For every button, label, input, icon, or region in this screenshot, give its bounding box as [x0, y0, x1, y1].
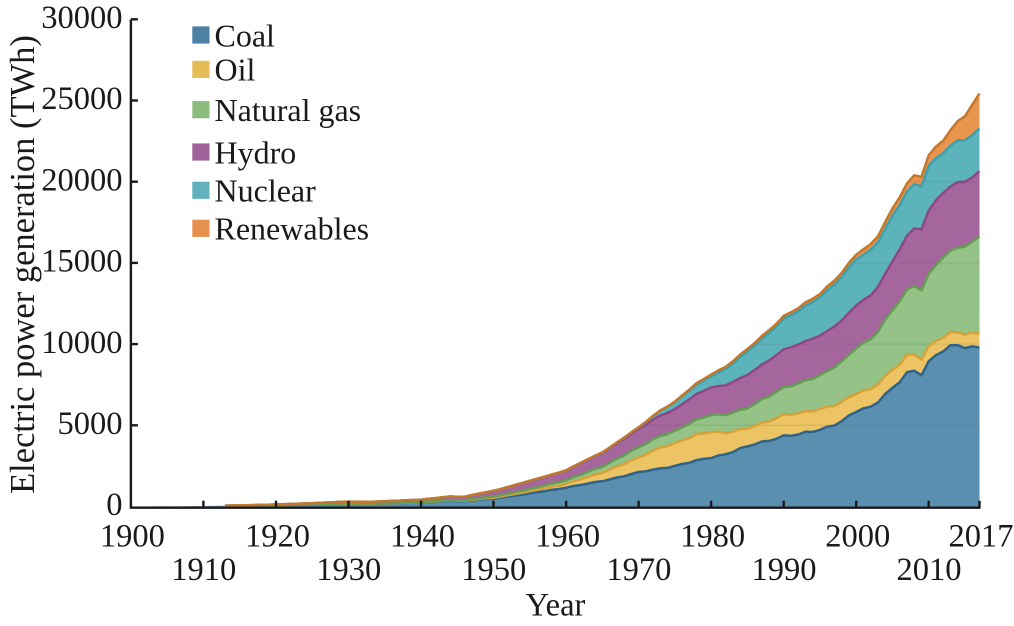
svg-text:25000: 25000 [41, 81, 122, 117]
svg-text:1940: 1940 [390, 519, 455, 555]
svg-text:2010: 2010 [897, 552, 962, 588]
svg-text:Year: Year [525, 588, 585, 624]
svg-text:Nuclear: Nuclear [215, 173, 317, 209]
svg-text:30000: 30000 [41, 0, 122, 36]
svg-text:5000: 5000 [58, 406, 123, 442]
svg-text:Oil: Oil [215, 52, 256, 88]
svg-text:Coal: Coal [215, 17, 276, 53]
svg-text:1950: 1950 [461, 552, 526, 588]
svg-text:10000: 10000 [41, 325, 122, 361]
svg-text:1970: 1970 [606, 552, 671, 588]
svg-text:1910: 1910 [171, 552, 236, 588]
svg-text:1920: 1920 [245, 519, 310, 555]
svg-text:2000: 2000 [825, 519, 890, 555]
svg-text:2017: 2017 [949, 519, 1014, 555]
svg-text:Renewables: Renewables [215, 211, 370, 247]
svg-text:20000: 20000 [41, 162, 122, 198]
svg-text:Hydro: Hydro [215, 134, 297, 170]
svg-text:Natural gas: Natural gas [215, 92, 362, 128]
svg-text:15000: 15000 [41, 244, 122, 280]
svg-text:Electric power generation (TWh: Electric power generation (TWh) [4, 35, 42, 494]
svg-text:1960: 1960 [535, 519, 600, 555]
svg-text:0: 0 [106, 487, 122, 523]
svg-text:1900: 1900 [100, 519, 165, 555]
svg-text:1990: 1990 [752, 552, 817, 588]
svg-text:1980: 1980 [680, 519, 745, 555]
svg-text:1930: 1930 [316, 552, 381, 588]
